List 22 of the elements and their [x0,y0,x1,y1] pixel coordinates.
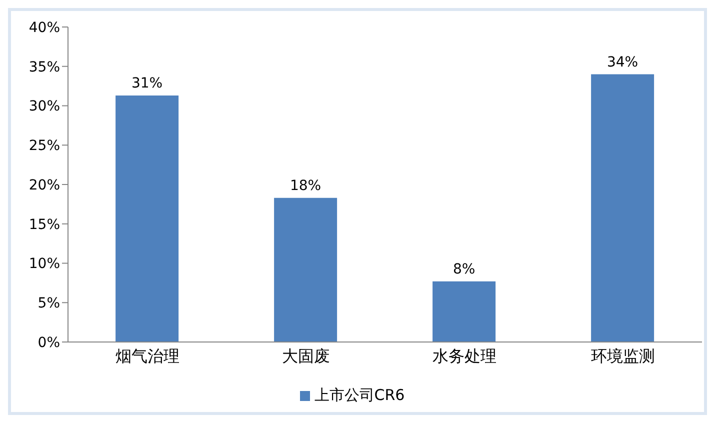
x-tick-label: 环境监测 [590,346,655,366]
y-tick-label: 25% [28,138,60,154]
x-tick-label: 大固废 [282,346,330,366]
data-label: 34% [606,54,638,70]
bar [116,96,179,342]
x-tick-label: 水务处理 [432,346,496,366]
data-label: 18% [290,178,322,194]
y-tick-label: 10% [28,256,60,272]
data-label: 8% [452,261,476,278]
y-tick-label: 0% [38,334,60,351]
y-tick-label: 15% [28,216,60,233]
y-tick-label: 35% [28,59,60,76]
bar [591,74,654,342]
bar [274,198,338,342]
data-label: 31% [131,76,163,92]
y-tick-label: 30% [28,98,60,115]
y-tick-label: 20% [28,177,60,194]
y-tick-label: 40% [28,20,60,36]
legend-label: 上市公司CR6 [314,386,405,404]
x-tick-label: 烟气治理 [115,346,180,366]
y-tick-label: 5% [38,296,60,312]
bar [432,281,496,342]
